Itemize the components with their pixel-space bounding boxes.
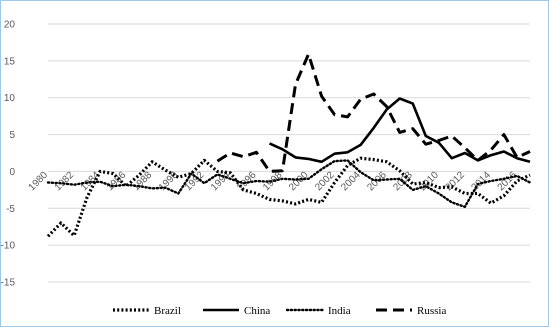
- y-tick-label: 15: [4, 56, 16, 67]
- y-tick-label: 0: [9, 167, 15, 178]
- series-russia: [216, 52, 531, 173]
- legend-label-india: India: [328, 305, 351, 317]
- series-line-russia: [216, 52, 531, 173]
- y-tick-label: 5: [9, 130, 15, 141]
- y-tick-label: -5: [6, 204, 15, 215]
- legend-label-china: China: [244, 305, 270, 317]
- x-tick-label: 1988: [131, 169, 155, 193]
- x-tick-label: 2016: [496, 169, 520, 193]
- series-lines: [46, 52, 532, 238]
- y-axis-ticks: 20 15 10 5 0 -5 -10 -15: [1, 20, 16, 289]
- legend-label-brazil: Brazil: [154, 305, 181, 317]
- series-india: [46, 159, 532, 208]
- x-tick-label: 1980: [27, 169, 51, 193]
- y-tick-label: 20: [4, 20, 16, 31]
- x-tick-label: 1982: [53, 169, 77, 193]
- series-line-china: [268, 97, 531, 164]
- x-tick-label: 2000: [287, 169, 311, 193]
- series-line-india: [46, 159, 532, 208]
- y-tick-label: -15: [1, 278, 16, 289]
- legend: Brazil China India Russia: [113, 305, 446, 317]
- legend-label-russia: Russia: [417, 305, 446, 317]
- gridlines: [48, 23, 530, 283]
- y-tick-label: -10: [1, 241, 16, 252]
- y-tick-label: 10: [4, 93, 16, 104]
- x-tick-label: 2006: [365, 169, 389, 193]
- x-tick-label: 2010: [417, 169, 441, 193]
- series-china: [268, 97, 531, 164]
